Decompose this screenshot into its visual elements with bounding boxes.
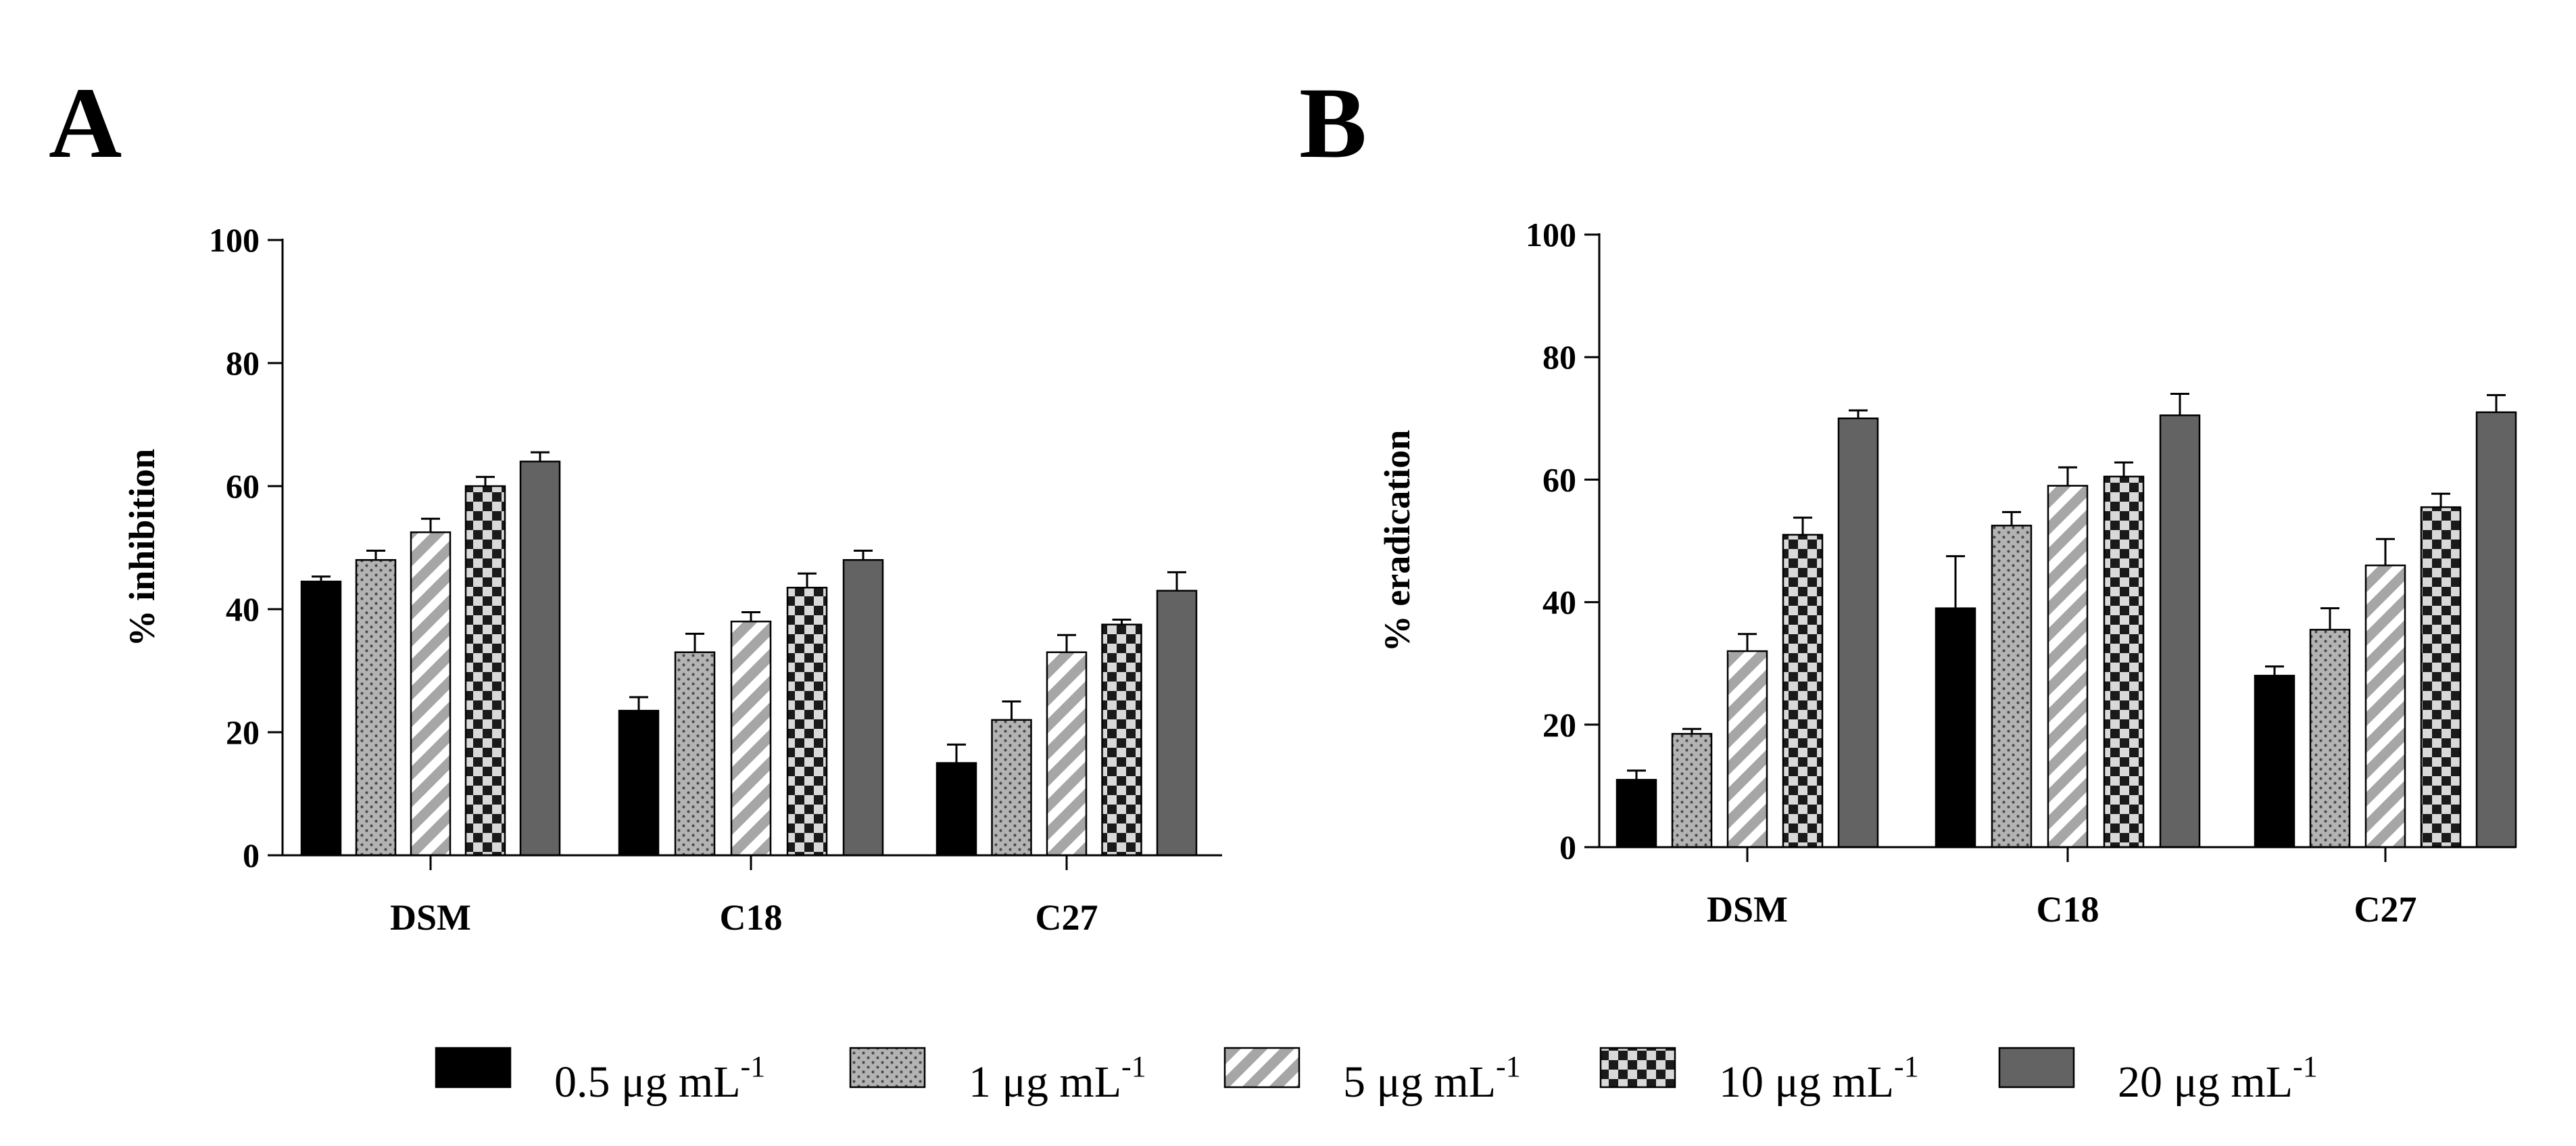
- bar: [2159, 414, 2201, 849]
- bar: [2475, 411, 2517, 849]
- legend-swatch: [1223, 1047, 1301, 1089]
- x-tick-label: DSM: [390, 897, 471, 938]
- bar: [2047, 485, 2089, 849]
- bar: [2254, 675, 2295, 849]
- bar: [1615, 779, 1657, 849]
- bar: [1782, 533, 1824, 849]
- bar: [618, 709, 660, 857]
- x-tick-label: DSM: [1707, 889, 1788, 930]
- y-tick-label: 40: [226, 590, 260, 628]
- bar: [1991, 525, 2033, 849]
- legend-swatch: [1998, 1047, 2075, 1089]
- y-tick-label: 60: [226, 467, 260, 505]
- legend-label: 1 μg mL-1: [969, 1050, 1146, 1107]
- bar: [674, 651, 716, 857]
- bar: [1046, 651, 1088, 857]
- bar: [464, 485, 506, 857]
- bar: [730, 620, 772, 857]
- bar: [1726, 650, 1768, 849]
- bar: [1156, 590, 1198, 857]
- bar: [2364, 564, 2406, 849]
- bar: [1671, 733, 1713, 849]
- bar: [1935, 607, 1976, 849]
- bar: [842, 558, 884, 857]
- legend-label: 10 μg mL-1: [1719, 1050, 1919, 1107]
- legend-swatch: [1599, 1047, 1676, 1089]
- y-tick-label: 20: [1542, 706, 1576, 744]
- bar: [355, 558, 397, 857]
- panel-a-chart: 0 20 40 60 80 100 DSM C18 C27 % inhibition: [122, 221, 1222, 938]
- legend-swatch: [435, 1047, 512, 1089]
- bar: [1101, 623, 1142, 857]
- legend: 0.5 μg mL-1 1 μg mL-1 5 μg mL-1 10 μg mL-1 2…: [435, 1047, 2318, 1107]
- y-axis-label: % inhibition: [122, 449, 162, 647]
- y-tick-label: 80: [1542, 338, 1576, 376]
- bar: [300, 580, 342, 857]
- y-axis-label: % eradication: [1377, 430, 1417, 652]
- x-tick-label: C27: [1036, 897, 1098, 938]
- bar: [410, 531, 452, 857]
- legend-label: 5 μg mL-1: [1343, 1050, 1521, 1107]
- y-tick-label: 100: [209, 221, 260, 259]
- panel-b-chart: 0 20 40 60 80 100 DSM C18 C27 % eradication: [1377, 216, 2517, 930]
- y-tick-label: 0: [1559, 828, 1576, 866]
- bar: [2420, 506, 2462, 849]
- bar: [935, 762, 977, 857]
- y-tick-label: 0: [243, 836, 260, 874]
- y-tick-label: 60: [1542, 460, 1576, 498]
- panel-b-label: B: [1299, 67, 1367, 179]
- legend-label: 20 μg mL-1: [2118, 1050, 2318, 1107]
- bar: [519, 460, 561, 857]
- legend-swatch: [849, 1047, 926, 1089]
- x-tick-label: C18: [720, 897, 783, 938]
- legend-label: 0.5 μg mL-1: [554, 1050, 765, 1107]
- y-tick-label: 20: [226, 713, 260, 751]
- y-tick-label: 80: [226, 344, 260, 382]
- panel-a-label: A: [49, 67, 122, 179]
- bar: [2103, 475, 2145, 849]
- y-tick-label: 40: [1542, 583, 1576, 621]
- y-tick-label: 100: [1526, 216, 1576, 254]
- bar: [991, 719, 1032, 857]
- bar: [1837, 417, 1879, 849]
- bar: [786, 586, 828, 857]
- x-tick-label: C18: [2037, 889, 2099, 930]
- bar: [2309, 629, 2351, 849]
- x-tick-label: C27: [2354, 889, 2417, 930]
